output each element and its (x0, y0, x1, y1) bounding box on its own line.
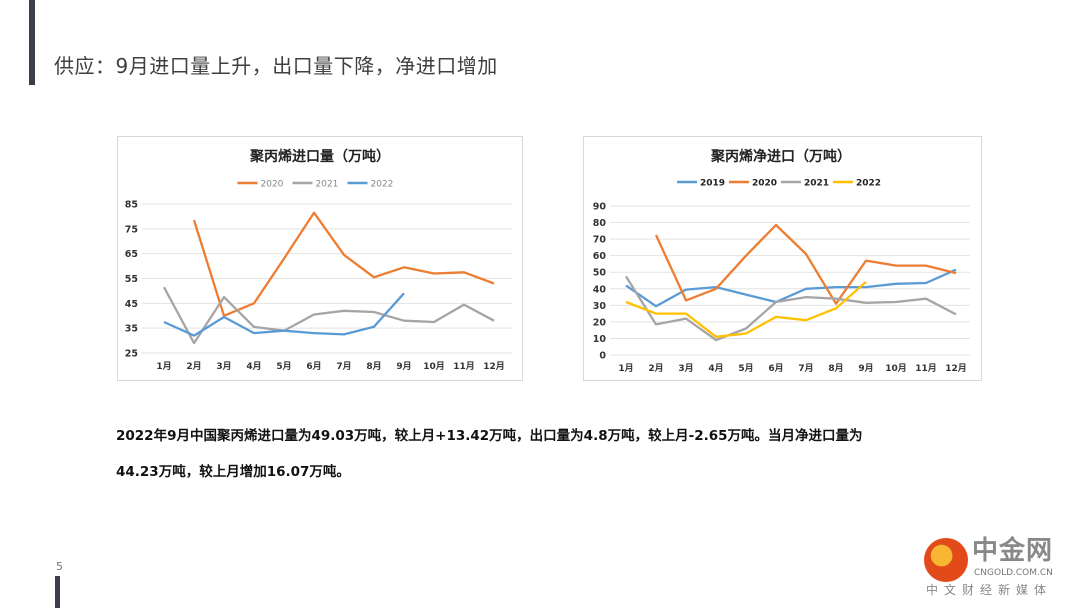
y-tick-label: 20 (593, 317, 607, 328)
x-tick-label: 1月 (618, 363, 633, 374)
legend-label-2020: 2020 (752, 179, 777, 189)
y-tick-label: 85 (125, 200, 138, 211)
summary-line-2: 44.23万吨，较上月增加16.07万吨。 (116, 464, 350, 480)
net-import-chart-svg: 聚丙烯净进口（万吨） 0 10 20 30 40 50 60 70 80 90 1月 2月 3月 4月 5月 6… (593, 148, 970, 374)
page-title: 供应：9月进口量上升，出口量下降，净进口增加 (54, 54, 498, 78)
y-tick-label: 55 (125, 274, 138, 285)
y-tick-label: 75 (125, 224, 138, 235)
series-line-2022 (163, 292, 405, 337)
x-tick-label: 2月 (186, 361, 201, 372)
y-tick-label: 40 (593, 284, 607, 295)
x-tick-label: 9月 (396, 361, 411, 372)
chart-title: 聚丙烯进口量（万吨） (249, 148, 390, 165)
logo-tagline: 中文财经新媒体 (926, 583, 1053, 597)
y-tick-label: 0 (599, 351, 606, 362)
x-tick-label: 5月 (276, 361, 291, 372)
x-tick-label: 3月 (678, 363, 693, 374)
x-tick-label: 7月 (336, 361, 351, 372)
summary-line-1: 2022年9月中国聚丙烯进口量为49.03万吨，较上月+13.42万吨，出口量为… (116, 428, 863, 444)
y-tick-label: 10 (593, 334, 607, 345)
import-volume-chart: 聚丙烯进口量（万吨） 25 35 45 55 65 75 85 1月 2月 3月 4月 5月 6月 7月 8月… (117, 136, 523, 381)
series-line-2020 (654, 223, 957, 305)
x-tick-label: 7月 (798, 363, 813, 374)
legend-label-2019: 2019 (700, 179, 725, 189)
legend-label-2020: 2020 (261, 180, 284, 190)
x-tick-label: 6月 (768, 363, 783, 374)
y-tick-label: 35 (125, 324, 138, 335)
x-tick-label: 4月 (708, 363, 723, 374)
x-tick-label: 4月 (246, 361, 261, 372)
x-tick-label: 10月 (423, 361, 445, 372)
x-tick-label: 1月 (156, 361, 171, 372)
legend-label-2021: 2021 (316, 180, 339, 190)
legend-label-2022: 2022 (856, 179, 881, 189)
x-tick-label: 12月 (945, 363, 967, 374)
x-tick-label: 12月 (483, 361, 505, 372)
chart-title: 聚丙烯净进口（万吨） (710, 148, 851, 165)
x-tick-label: 8月 (366, 361, 381, 372)
cngold-logo: 中金网 CNGOLD.COM.CN 中文财经新媒体 (922, 537, 1078, 607)
logo-name: 中金网 (972, 536, 1054, 566)
legend-label-2022: 2022 (371, 180, 394, 190)
page-number: 5 (56, 560, 63, 573)
legend-label-2021: 2021 (804, 179, 829, 189)
x-tick-label: 11月 (453, 361, 475, 372)
series-line-2021 (625, 275, 957, 342)
x-tick-label: 2月 (648, 363, 663, 374)
x-tick-label: 11月 (915, 363, 937, 374)
y-tick-label: 25 (125, 349, 138, 360)
x-tick-label: 10月 (885, 363, 907, 374)
series-line-2022 (625, 280, 867, 338)
logo-emblem-icon (924, 538, 968, 582)
series-line-2021 (162, 286, 495, 345)
x-tick-label: 9月 (858, 363, 873, 374)
y-tick-label: 45 (125, 299, 138, 310)
y-tick-label: 60 (593, 251, 607, 262)
y-tick-label: 65 (125, 249, 138, 260)
y-tick-label: 90 (593, 202, 607, 213)
x-tick-label: 8月 (828, 363, 843, 374)
series-line-2020 (192, 211, 495, 317)
x-tick-label: 6月 (306, 361, 321, 372)
series-line-2019 (625, 268, 957, 308)
import-volume-chart-svg: 聚丙烯进口量（万吨） 25 35 45 55 65 75 85 1月 2月 3月 4月 5月 6月 7月 8月… (125, 148, 512, 372)
logo-url: CNGOLD.COM.CN (974, 568, 1053, 578)
y-tick-label: 50 (593, 268, 607, 279)
y-tick-label: 70 (593, 235, 607, 246)
y-tick-label: 80 (593, 218, 607, 229)
x-tick-label: 5月 (738, 363, 753, 374)
accent-bar-bottom (55, 576, 60, 608)
y-tick-label: 30 (593, 301, 607, 312)
accent-bar-top (29, 0, 35, 85)
net-import-chart: 聚丙烯净进口（万吨） 0 10 20 30 40 50 60 70 80 90 1月 2月 3月 4月 5月 6… (583, 136, 982, 381)
x-tick-label: 3月 (216, 361, 231, 372)
